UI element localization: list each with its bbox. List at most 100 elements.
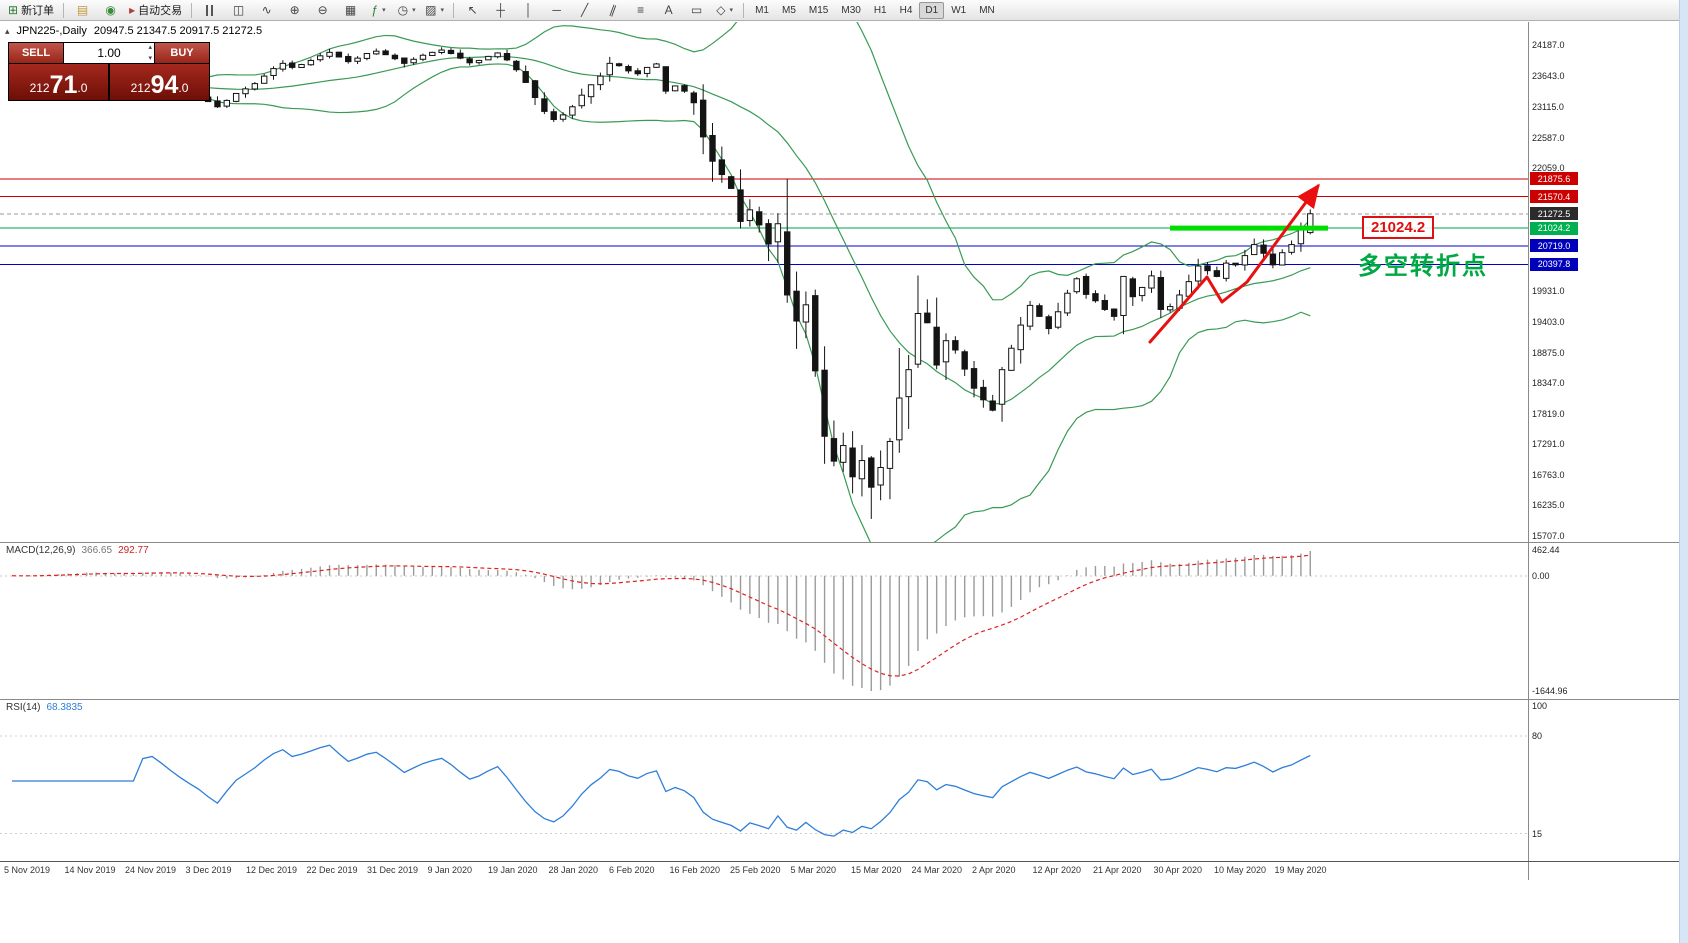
panel-separator[interactable] xyxy=(0,542,1688,543)
rsi-panel[interactable]: RSI(14) 68.3835 xyxy=(0,700,1528,861)
y-axis-label: 22587.0 xyxy=(1532,132,1565,143)
x-axis-label: 6 Feb 2020 xyxy=(609,865,655,875)
profiles-button[interactable]: ▤ xyxy=(69,0,96,21)
indicators-button[interactable]: ƒ ▾ xyxy=(365,0,392,21)
chevron-down-icon: ▾ xyxy=(729,7,733,14)
timeframe-w1-button[interactable]: W1 xyxy=(951,4,967,16)
vertical-line-icon: │ xyxy=(524,3,533,17)
horizontal-line-icon: ─ xyxy=(552,3,561,17)
y-axis-label: 15707.0 xyxy=(1532,531,1565,542)
zoom-out-button[interactable]: ⊖ xyxy=(309,0,336,21)
collapse-panel-icon[interactable]: ▴ xyxy=(5,25,10,36)
crosshair-button[interactable]: ┼ xyxy=(487,0,514,21)
chart-title: ▴ JPN225-,Daily 20947.5 21347.5 20917.5 … xyxy=(5,25,262,37)
x-axis-label: 19 May 2020 xyxy=(1274,865,1327,875)
chevron-down-icon: ▾ xyxy=(412,7,416,14)
fibonacci-button[interactable]: ≡ xyxy=(627,0,654,21)
line-chart-button[interactable]: ∿ xyxy=(253,0,280,21)
vertical-scrollbar[interactable] xyxy=(1679,0,1688,943)
price-tag: 21875.6 xyxy=(1530,172,1578,186)
x-axis-label: 28 Jan 2020 xyxy=(548,865,599,875)
x-axis-label: 30 Apr 2020 xyxy=(1153,865,1203,875)
x-axis-label: 16 Feb 2020 xyxy=(669,865,721,875)
label-button[interactable]: ▭ xyxy=(683,0,710,21)
y-axis-label: 19931.0 xyxy=(1532,286,1565,297)
new-order-button[interactable]: ⊞ 新订单 xyxy=(4,0,58,21)
candlestick-chart-button[interactable]: ◫ xyxy=(225,0,252,21)
macd-panel[interactable]: MACD(12,26,9) 366.65 292.77 xyxy=(0,543,1528,699)
label-icon: ▭ xyxy=(690,3,703,17)
fibonacci-icon: ≡ xyxy=(637,3,645,17)
x-axis-label: 19 Jan 2020 xyxy=(488,865,538,875)
rsi-name: RSI(14) xyxy=(6,702,41,713)
axis-border xyxy=(1528,22,1529,880)
y-axis-label: 18875.0 xyxy=(1532,347,1565,358)
timeframe-mn-button[interactable]: MN xyxy=(979,4,995,16)
bar-chart-icon xyxy=(205,4,216,16)
bollinger-middle-band xyxy=(11,55,1311,405)
timeframe-m5-button[interactable]: M5 xyxy=(782,4,796,16)
price-tag: 21272.5 xyxy=(1530,207,1578,221)
candlestick-chart-icon: ◫ xyxy=(232,3,245,17)
rsi-value: 68.3835 xyxy=(46,702,83,713)
volume-spinner: ▴ ▾ xyxy=(148,44,152,62)
shapes-button[interactable]: ◇ ▾ xyxy=(711,0,738,21)
macd-axis-label: 0.00 xyxy=(1532,570,1550,581)
timeframe-m15-button[interactable]: M15 xyxy=(808,4,829,16)
zoom-in-button[interactable]: ⊕ xyxy=(281,0,308,21)
volume-decrement-button[interactable]: ▾ xyxy=(148,55,152,62)
periods-button[interactable]: ◷ ▾ xyxy=(393,0,420,21)
tile-windows-icon: ▦ xyxy=(344,3,357,17)
new-order-icon: ⊞ xyxy=(8,3,19,17)
x-axis-label: 24 Mar 2020 xyxy=(911,865,963,875)
rsi-svg xyxy=(0,735,1528,837)
y-axis-label: 23643.0 xyxy=(1532,71,1565,82)
new-order-button-label: 新订单 xyxy=(21,5,55,17)
macd-main-value: 366.65 xyxy=(81,545,113,556)
data-window-button[interactable]: ◉ xyxy=(97,0,124,21)
cursor-button[interactable]: ↖ xyxy=(459,0,486,21)
timeframe-m1-button[interactable]: M1 xyxy=(755,4,769,16)
channel-button[interactable]: ∥ xyxy=(599,0,626,21)
price-tag: 21570.4 xyxy=(1530,190,1578,203)
chevron-down-icon: ▾ xyxy=(440,7,445,14)
macd-label: MACD(12,26,9) 366.65 292.77 xyxy=(6,545,149,556)
templates-button[interactable]: ▨ ▾ xyxy=(421,0,448,21)
volume-input[interactable]: 1.00 ▴ ▾ xyxy=(64,43,154,63)
periods-icon: ◷ xyxy=(397,3,409,17)
buy-price[interactable]: 212 94.0 xyxy=(110,64,209,100)
x-axis-label: 10 May 2020 xyxy=(1214,865,1267,875)
timeframe-d1-button[interactable]: D1 xyxy=(919,1,945,19)
y-axis-label: 17819.0 xyxy=(1532,408,1565,419)
autotrading-button-label: 自动交易 xyxy=(138,5,183,17)
crosshair-icon: ┼ xyxy=(496,3,505,17)
sell-button[interactable]: SELL xyxy=(9,43,63,63)
timeframe-m30-button[interactable]: M30 xyxy=(841,4,861,16)
x-axis-label: 21 Apr 2020 xyxy=(1093,865,1142,875)
macd-histogram xyxy=(20,551,1311,691)
candles-group xyxy=(8,47,1314,519)
buy-button[interactable]: BUY xyxy=(155,43,209,63)
chart-plot[interactable]: ▴ JPN225-,Daily 20947.5 21347.5 20917.5 … xyxy=(0,22,1528,542)
volume-increment-button[interactable]: ▴ xyxy=(148,44,152,51)
one-click-trading-panel: SELL 1.00 ▴ ▾ BUY 212 71.0 212 94.0 xyxy=(8,42,210,101)
x-axis-label: 25 Feb 2020 xyxy=(730,865,781,875)
timeframe-h4-button[interactable]: H4 xyxy=(899,4,913,16)
price-prefix: 212 xyxy=(29,81,50,95)
trendline-button[interactable]: ╱ xyxy=(571,0,598,21)
bar-chart-button[interactable] xyxy=(197,0,224,21)
autotrading-button[interactable]: ▸ 自动交易 xyxy=(125,0,186,21)
text-button[interactable]: A xyxy=(655,0,682,21)
annotation-turning-point-text: 多空转折点 xyxy=(1358,253,1488,280)
bollinger-upper-band xyxy=(11,22,1311,301)
horizontal-line-button[interactable]: ─ xyxy=(543,0,570,21)
vertical-line-button[interactable]: │ xyxy=(515,0,542,21)
tile-windows-button[interactable]: ▦ xyxy=(337,0,364,21)
sell-price[interactable]: 212 71.0 xyxy=(9,64,108,100)
toolbar: ⊞ 新订单 ▤ ◉ ▸ 自动交易 ◫ ∿ ⊕ ⊖ ▦ ƒ ▾ ◷ ▾ ▨ ▾ ↖ ┼ │ ─ ╱ ∥ ≡ A ▭ ◇ ▾ M1 M5 M15… xyxy=(0,0,1688,21)
price-tag: 20719.0 xyxy=(1530,239,1578,253)
timeframe-h1-button[interactable]: H1 xyxy=(873,4,887,16)
panel-separator[interactable] xyxy=(0,699,1688,700)
x-axis-label: 12 Apr 2020 xyxy=(1032,865,1082,875)
